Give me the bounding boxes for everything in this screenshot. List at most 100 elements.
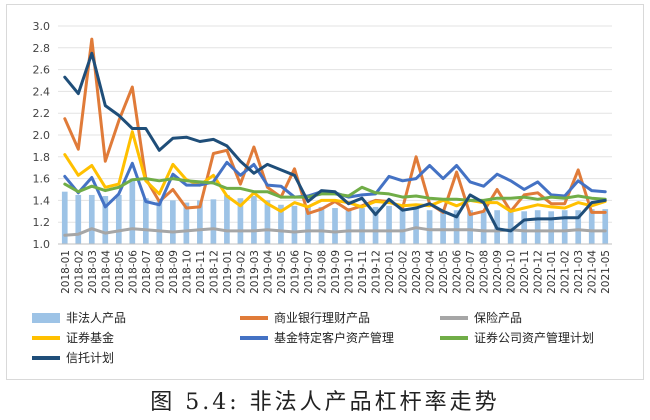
bar	[399, 208, 406, 244]
legend-item-series-1: 保险产品	[440, 310, 620, 326]
bar	[156, 201, 163, 244]
bar	[480, 211, 487, 244]
bar	[197, 200, 203, 244]
x-tick-label: 2019-08	[316, 250, 328, 294]
x-tick-label: 2018-02	[73, 250, 85, 294]
x-tick-label: 2020-10	[506, 250, 518, 294]
x-tick-label: 2021-03	[573, 250, 585, 294]
x-tick-label: 2020-08	[479, 250, 491, 294]
x-tick-label: 2018-06	[127, 250, 139, 294]
bar	[602, 209, 609, 244]
bar	[588, 209, 595, 244]
x-tick-label: 2020-07	[465, 250, 477, 294]
x-tick-label: 2021-02	[560, 250, 572, 294]
legend-label: 信托计划	[66, 351, 115, 365]
x-tick-label: 2018-09	[168, 250, 180, 294]
x-tick-label: 2018-04	[100, 250, 112, 294]
bar	[251, 196, 257, 244]
bar	[210, 199, 217, 244]
x-tick-label: 2019-10	[344, 250, 356, 294]
x-tick-label: 2019-07	[303, 250, 315, 294]
bar	[332, 208, 338, 244]
legend-swatch-line	[32, 336, 60, 340]
bar	[170, 200, 176, 244]
x-tick-label: 2021-05	[600, 250, 612, 294]
legend-item-bar: 非法人产品	[32, 310, 212, 326]
x-tick-label: 2018-01	[60, 250, 72, 294]
x-tick-label: 2020-03	[411, 250, 423, 294]
chart-legend: 非法人产品 商业银行理财产品 保险产品 证券基金 基金特定客户资产管理 证券公司…	[32, 310, 632, 374]
bar	[507, 211, 514, 244]
bar	[129, 178, 136, 244]
y-tick-label: 1.0	[33, 238, 51, 251]
bar	[291, 205, 298, 244]
bar	[426, 210, 433, 244]
legend-item-series-5: 信托计划	[32, 350, 212, 366]
bar	[561, 210, 568, 244]
x-tick-label: 2018-12	[208, 250, 220, 294]
legend-swatch-bar	[32, 313, 60, 323]
bar	[413, 206, 419, 244]
x-tick-label: 2019-03	[249, 250, 261, 294]
bar	[142, 198, 149, 244]
y-tick-label: 3.0	[33, 20, 51, 33]
bar	[440, 211, 446, 244]
x-tick-label: 2020-04	[425, 250, 437, 294]
bar	[386, 205, 392, 244]
y-tick-label: 1.4	[33, 194, 51, 207]
series-line	[63, 51, 607, 233]
legend-swatch-line	[440, 336, 468, 340]
bar	[534, 210, 541, 244]
legend-item-series-3: 基金特定客户资产管理	[240, 330, 440, 346]
x-tick-label: 2019-02	[235, 250, 247, 294]
bar	[318, 206, 325, 244]
bar	[264, 200, 271, 244]
x-tick-label: 2019-09	[330, 250, 342, 294]
x-tick-label: 2020-01	[384, 250, 396, 294]
legend-label: 保险产品	[474, 311, 523, 325]
bar	[224, 194, 230, 244]
bar	[237, 198, 244, 244]
y-tick-label: 2.6	[33, 64, 51, 77]
bar	[88, 194, 95, 244]
x-tick-label: 2019-11	[357, 250, 369, 294]
bar	[453, 210, 460, 244]
bar	[359, 208, 365, 244]
legend-item-series-2: 证券基金	[32, 330, 212, 346]
bar	[372, 206, 379, 244]
x-tick-label: 2020-02	[398, 250, 410, 294]
y-tick-label: 1.6	[33, 173, 51, 186]
bar	[75, 194, 82, 244]
bar	[521, 211, 528, 244]
bar	[548, 211, 555, 244]
legend-label: 证券基金	[66, 331, 115, 345]
x-tick-label: 2019-05	[276, 250, 288, 294]
bar	[61, 191, 68, 244]
bar	[575, 210, 582, 244]
x-tick-label: 2020-12	[533, 250, 545, 294]
legend-label: 证券公司资产管理计划	[474, 331, 595, 345]
x-tick-label: 2020-11	[519, 250, 531, 294]
legend-swatch-line	[240, 336, 268, 340]
x-tick-label: 2018-08	[154, 250, 166, 294]
legend-swatch-line	[440, 316, 468, 320]
x-tick-label: 2021-04	[587, 250, 599, 294]
legend-item-series-0: 商业银行理财产品	[240, 310, 420, 326]
x-tick-label: 2018-10	[181, 250, 193, 294]
y-tick-label: 2.4	[33, 85, 51, 98]
y-tick-label: 2.8	[33, 42, 51, 55]
x-tick-label: 2019-12	[371, 250, 383, 294]
legend-label: 基金特定客户资产管理	[274, 331, 395, 345]
y-tick-label: 2.0	[33, 129, 51, 142]
series-line	[63, 226, 607, 237]
x-tick-label: 2018-05	[114, 250, 126, 294]
x-tick-label: 2019-04	[262, 250, 274, 294]
x-tick-label: 2021-01	[546, 250, 558, 294]
legend-label: 商业银行理财产品	[274, 311, 371, 325]
x-tick-label: 2020-06	[452, 250, 464, 294]
bar	[278, 204, 284, 244]
x-tick-label: 2018-11	[195, 250, 207, 294]
bar	[305, 206, 311, 244]
x-tick-label: 2018-07	[141, 250, 153, 294]
bar	[345, 208, 352, 244]
